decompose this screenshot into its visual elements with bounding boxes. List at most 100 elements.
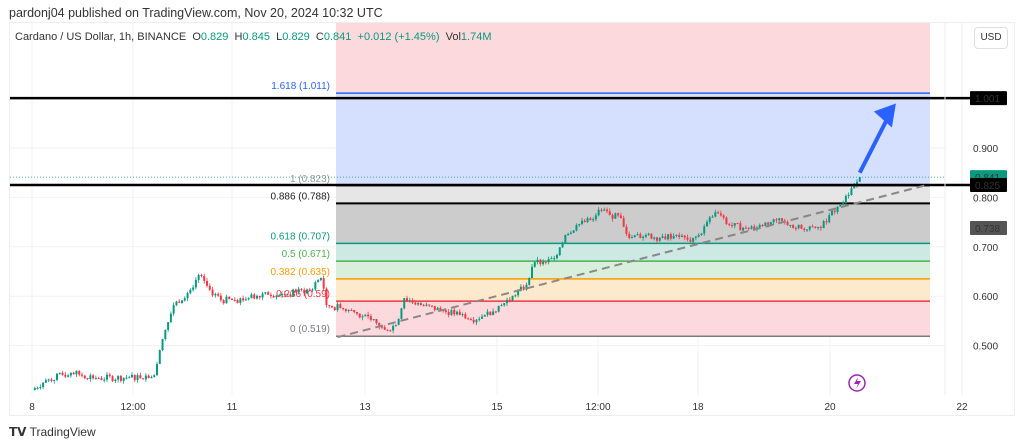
candle: [292, 289, 295, 296]
candle: [203, 275, 206, 281]
candle: [503, 303, 506, 306]
candle: [183, 298, 186, 301]
candle: [467, 318, 470, 320]
candle: [108, 374, 111, 377]
price-label-0738-bg: [970, 221, 1007, 236]
candle: [294, 289, 297, 293]
candle: [808, 226, 811, 230]
candle: [342, 308, 345, 310]
candle: [100, 378, 103, 380]
candle: [311, 289, 314, 291]
candle: [733, 223, 736, 226]
candle: [672, 235, 675, 239]
candle: [586, 218, 589, 223]
fib-level-label: 0 (0.519): [290, 324, 330, 335]
candle: [78, 370, 81, 375]
candle: [664, 236, 667, 240]
candle: [408, 300, 411, 302]
candle: [614, 213, 617, 219]
candle: [86, 378, 89, 380]
candle: [628, 233, 631, 238]
candle: [178, 301, 181, 303]
candle: [103, 379, 106, 381]
candle: [306, 289, 308, 294]
candle: [506, 299, 508, 304]
candle: [647, 233, 650, 235]
candle: [131, 374, 133, 378]
candle: [550, 258, 553, 260]
candle: [678, 234, 681, 237]
candle: [214, 293, 217, 296]
candle: [594, 215, 597, 220]
candle: [269, 294, 272, 297]
candle: [472, 319, 475, 323]
candle: [150, 376, 153, 379]
fib-zone: [336, 93, 930, 187]
candle: [508, 299, 511, 301]
candle: [639, 234, 642, 238]
price-tick: 0.800: [973, 193, 998, 204]
candle: [258, 295, 261, 298]
candle: [481, 316, 483, 319]
tv-logo-icon: 𝗧𝗩: [9, 425, 27, 439]
candle: [681, 235, 683, 237]
candle: [378, 323, 381, 327]
high-value: 0.845: [242, 31, 271, 43]
candle: [139, 375, 142, 379]
currency-button[interactable]: USD: [974, 27, 1008, 49]
price-tick: 0.600: [973, 292, 998, 303]
candle: [642, 236, 645, 238]
candle: [272, 296, 275, 298]
candle: [256, 295, 258, 299]
candle: [92, 375, 95, 379]
candle: [186, 293, 189, 299]
candle: [492, 311, 495, 316]
candle: [533, 262, 536, 267]
candle: [486, 311, 489, 315]
time-tick: 13: [359, 402, 371, 413]
candle: [811, 226, 814, 228]
candle: [439, 307, 442, 311]
candle: [497, 305, 500, 312]
candle: [556, 255, 558, 259]
candle: [767, 222, 770, 225]
candle: [64, 374, 67, 377]
candle: [339, 304, 342, 309]
lightning-icon: [848, 374, 866, 392]
lightning-bolt-icon: [854, 377, 861, 389]
candle: [381, 326, 383, 328]
candle: [125, 377, 128, 379]
candle: [653, 237, 656, 239]
candle: [164, 329, 167, 340]
tradingview-logo[interactable]: 𝗧𝗩 TradingView: [9, 425, 96, 439]
candle: [358, 313, 361, 318]
candle: [475, 319, 478, 323]
candle: [622, 218, 625, 227]
candle: [761, 225, 764, 227]
candle: [444, 310, 447, 312]
candle: [253, 294, 256, 299]
candle: [469, 319, 472, 321]
candle: [289, 294, 292, 296]
candle: [536, 259, 539, 263]
candle: [528, 278, 531, 285]
candle: [211, 289, 214, 296]
candle: [644, 234, 647, 237]
candle: [608, 211, 611, 216]
candle: [331, 306, 333, 308]
candle: [522, 286, 525, 290]
candle: [814, 226, 817, 228]
candle: [61, 372, 64, 375]
candle: [275, 295, 278, 298]
candle: [94, 378, 97, 380]
close-value: 0.841: [323, 31, 352, 43]
candle: [261, 293, 264, 298]
candle: [367, 314, 370, 317]
candle: [428, 304, 431, 306]
candle: [572, 230, 575, 233]
price-label-0825: 0.825: [975, 181, 1000, 192]
symbol-name[interactable]: Cardano / US Dollar, 1h, BINANCE: [15, 31, 187, 43]
open-label: O: [192, 31, 201, 43]
candle: [714, 212, 717, 217]
